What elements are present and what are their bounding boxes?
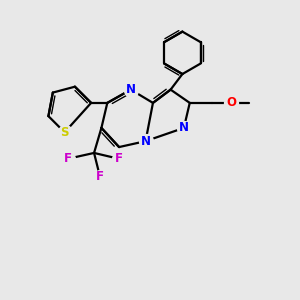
Text: F: F [64,152,72,165]
Text: F: F [115,152,123,165]
Text: N: N [126,83,136,96]
Text: O: O [226,96,236,110]
Text: N: N [179,122,189,134]
Text: F: F [96,170,104,183]
Text: S: S [60,126,69,139]
Text: N: N [141,135,151,148]
